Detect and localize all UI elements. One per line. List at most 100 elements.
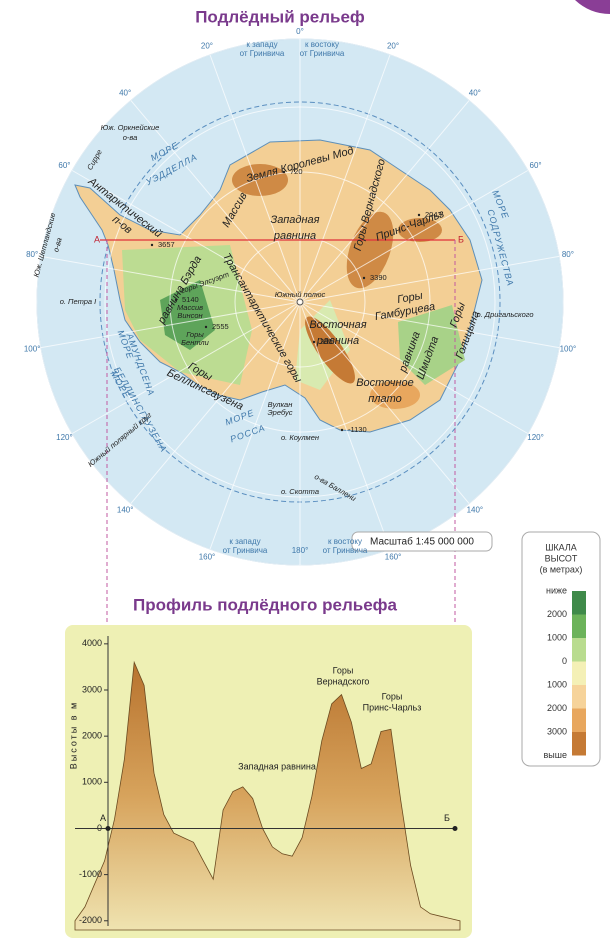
meridian	[299, 301, 391, 550]
legend-label: 3000	[547, 726, 567, 736]
meridian	[130, 100, 301, 303]
meridian	[299, 301, 560, 349]
hemisphere-note: от Гринвича	[300, 49, 345, 58]
map-label: Южный полюс	[275, 290, 326, 299]
legend-label: 1000	[547, 679, 567, 689]
profile-area	[74, 660, 461, 931]
profile-annotation: Горы	[333, 665, 354, 675]
spot-height: 5140	[182, 295, 199, 304]
hemisphere-note: к востоку	[328, 537, 362, 546]
legend-label: 2000	[547, 703, 567, 713]
map-label: о-ва	[123, 133, 138, 142]
legend-swatch	[572, 685, 586, 709]
spot-height: 720	[290, 167, 303, 176]
profile-annotation: Вернадского	[317, 676, 370, 686]
meridian	[299, 301, 470, 504]
meridian	[299, 100, 470, 303]
legend-title: (в метрах)	[540, 564, 583, 574]
hemisphere-note: к западу	[229, 537, 260, 546]
legend-swatch	[572, 732, 586, 756]
y-axis-label: Высоты в м	[68, 701, 78, 769]
meridian	[299, 255, 560, 303]
section-point	[452, 825, 458, 831]
legend-swatch	[572, 638, 586, 662]
legend-swatch	[572, 708, 586, 732]
spot-height: 3657	[158, 240, 175, 249]
meridian-label: 40°	[469, 89, 481, 98]
highland	[305, 316, 355, 384]
map-label: Горы	[186, 330, 204, 339]
map: МОРЕУЭДДЕЛЛАМОРЕСОДРУЖЕСТВАМОРЕАМУНДСЕНА…	[32, 38, 564, 825]
meridian-label: 60°	[530, 161, 542, 170]
meridian-label: 120°	[56, 433, 73, 442]
meridian-label: 160°	[385, 553, 402, 562]
section-label: А	[100, 813, 106, 823]
hemisphere-note: от Гринвича	[323, 546, 368, 555]
meridian-label: 60°	[58, 161, 70, 170]
profile-annotation: Принс-Чарльз	[363, 702, 422, 712]
meridian	[130, 301, 301, 504]
legend-label: ниже	[546, 585, 567, 595]
spot-height: 2555	[212, 322, 229, 331]
legend-title: ШКАЛА	[545, 542, 577, 552]
section-label: А	[94, 234, 100, 244]
meridian-label: 80°	[26, 250, 38, 259]
legend-swatch	[572, 614, 586, 638]
map-label: о. Дригальского	[476, 310, 533, 319]
spot-height: -1130	[348, 425, 367, 434]
spot-height: 2043	[425, 210, 442, 219]
meridian-label: 160°	[199, 553, 216, 562]
meridian-label: 140°	[467, 505, 484, 514]
y-tick-label: 0	[97, 823, 102, 833]
legend-label: 0	[562, 656, 567, 666]
meridian-label: 40°	[119, 89, 131, 98]
legend-label: 1000	[547, 632, 567, 642]
map-label: равнина	[273, 230, 316, 242]
profile-title: Профиль подлёдного рельефа	[133, 595, 398, 614]
scale-box	[351, 531, 493, 552]
map-label: Винсон	[177, 311, 202, 320]
map-label: плато	[368, 393, 402, 405]
meridian	[40, 255, 301, 303]
spot-height: 3390	[370, 273, 387, 282]
map-label: Бентли	[181, 338, 209, 347]
profile-annotation: Горы	[382, 691, 403, 701]
scale: Масштаб 1:45 000 000	[370, 536, 474, 548]
map-label: Эребус	[267, 408, 292, 417]
section-label: Б	[444, 813, 450, 823]
highland	[398, 218, 442, 242]
spot-height: 280	[320, 337, 333, 346]
legend-swatch	[572, 591, 586, 615]
highland	[346, 211, 394, 289]
spot-height-marker	[150, 243, 154, 247]
map-label: Массив	[177, 303, 203, 312]
legend-label: выше	[544, 750, 567, 760]
map-label: Восточная	[309, 319, 366, 331]
spot-height-marker	[340, 428, 344, 432]
meridian-label: 20°	[201, 42, 213, 51]
section-label: Б	[458, 234, 464, 244]
meridian	[299, 170, 529, 303]
spot-height-marker	[282, 170, 286, 174]
highland	[232, 164, 288, 196]
meridian-label: 140°	[117, 505, 134, 514]
hemisphere-note: от Гринвича	[240, 49, 285, 58]
map-label: о. Петра I	[60, 297, 97, 306]
page-title: Подлёдный рельеф	[195, 7, 365, 26]
hemisphere-note: к востоку	[305, 40, 339, 49]
legend-label: 2000	[547, 609, 567, 619]
lowland-schmidt	[398, 305, 465, 385]
corner-ornament	[575, 0, 610, 14]
spot-height-marker	[312, 340, 316, 344]
pole-marker	[296, 298, 304, 306]
meridian-label: 100°	[24, 344, 41, 353]
map-label: Вулкан	[268, 400, 293, 409]
map-label: о-ва	[51, 237, 63, 253]
meridian-label: 0°	[296, 27, 304, 36]
spot-height-marker	[174, 298, 178, 302]
spot-height-marker	[417, 213, 421, 217]
meridian	[209, 301, 301, 550]
y-tick-label: 3000	[82, 684, 102, 694]
